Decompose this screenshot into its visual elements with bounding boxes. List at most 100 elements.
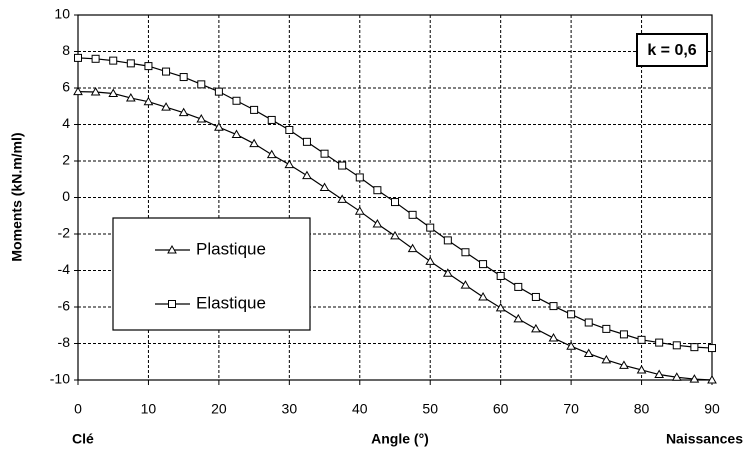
marker bbox=[143, 96, 154, 106]
marker bbox=[619, 360, 629, 369]
marker bbox=[214, 122, 224, 131]
marker bbox=[179, 73, 188, 82]
x-tick-label: 70 bbox=[563, 401, 579, 417]
marker bbox=[460, 280, 471, 289]
y-tick-label: 0 bbox=[62, 188, 70, 204]
legend-label: Plastique bbox=[196, 239, 266, 258]
marker bbox=[671, 372, 682, 381]
marker bbox=[672, 341, 681, 350]
marker bbox=[619, 330, 628, 339]
marker bbox=[442, 268, 453, 277]
marker bbox=[162, 67, 171, 76]
marker bbox=[513, 313, 524, 323]
marker bbox=[161, 102, 171, 111]
marker bbox=[425, 256, 436, 265]
marker bbox=[707, 374, 717, 384]
marker bbox=[249, 138, 259, 148]
marker bbox=[654, 369, 665, 379]
marker bbox=[109, 56, 118, 65]
x-tick-label: 20 bbox=[211, 401, 227, 417]
marker bbox=[302, 170, 312, 180]
x-tick-label: 60 bbox=[493, 401, 509, 417]
x-tick-label: 80 bbox=[634, 401, 650, 417]
marker bbox=[637, 335, 646, 344]
marker bbox=[583, 348, 594, 358]
plot-area bbox=[77, 14, 713, 381]
x-axis-left-label: Clé bbox=[72, 431, 94, 447]
marker bbox=[125, 93, 136, 102]
y-tick-label: 4 bbox=[62, 115, 70, 131]
marker bbox=[338, 161, 347, 170]
marker bbox=[232, 96, 241, 105]
marker bbox=[496, 271, 505, 280]
marker bbox=[178, 107, 189, 117]
legend bbox=[112, 217, 311, 331]
marker bbox=[267, 115, 276, 124]
legend-marker bbox=[167, 244, 177, 254]
marker bbox=[602, 324, 611, 333]
y-tick-label: -4 bbox=[58, 261, 71, 277]
marker bbox=[372, 218, 383, 228]
marker bbox=[690, 343, 699, 352]
y-tick-label: -10 bbox=[50, 371, 70, 387]
marker bbox=[284, 159, 295, 169]
marker bbox=[479, 260, 488, 269]
marker bbox=[495, 302, 506, 312]
x-tick-label: 40 bbox=[352, 401, 368, 417]
marker bbox=[250, 105, 259, 114]
marker bbox=[373, 186, 382, 195]
marker bbox=[407, 243, 418, 253]
x-tick-label: 50 bbox=[422, 401, 438, 417]
marker bbox=[655, 338, 664, 347]
marker bbox=[337, 194, 348, 203]
y-axis-label: Moments (kN.m/ml) bbox=[9, 132, 25, 261]
marker bbox=[566, 341, 576, 350]
marker bbox=[91, 54, 100, 63]
marker bbox=[390, 230, 400, 240]
y-tick-label: -8 bbox=[58, 334, 71, 350]
marker bbox=[567, 310, 576, 319]
y-tick-label: -6 bbox=[58, 298, 71, 314]
marker bbox=[689, 374, 700, 383]
y-tick-label: 10 bbox=[54, 6, 70, 22]
marker bbox=[708, 344, 716, 353]
annotation-box bbox=[636, 33, 708, 67]
marker bbox=[514, 282, 523, 291]
marker bbox=[531, 323, 541, 333]
y-tick-label: 2 bbox=[62, 152, 70, 168]
marker bbox=[355, 173, 364, 182]
marker bbox=[636, 364, 647, 374]
marker bbox=[144, 62, 153, 71]
marker bbox=[531, 292, 540, 301]
x-tick-label: 10 bbox=[141, 401, 157, 417]
marker bbox=[443, 236, 452, 245]
x-axis-right-label: Naissances bbox=[666, 431, 743, 447]
marker bbox=[354, 206, 365, 215]
marker bbox=[320, 149, 329, 158]
legend-label: Elastique bbox=[196, 293, 266, 312]
legend-marker bbox=[168, 300, 176, 308]
y-tick-label: -2 bbox=[58, 225, 71, 241]
marker bbox=[478, 291, 488, 301]
marker bbox=[549, 302, 558, 311]
marker bbox=[90, 87, 101, 96]
marker bbox=[196, 114, 207, 123]
marker bbox=[266, 149, 277, 159]
marker bbox=[285, 125, 294, 134]
marker bbox=[319, 182, 330, 191]
marker bbox=[601, 354, 612, 364]
marker bbox=[461, 248, 470, 257]
x-tick-label: 30 bbox=[282, 401, 298, 417]
marker bbox=[391, 198, 399, 207]
y-tick-label: 8 bbox=[62, 42, 70, 58]
marker bbox=[231, 129, 242, 139]
marker bbox=[548, 333, 559, 342]
annotation: k = 0,6 bbox=[647, 42, 696, 59]
marker bbox=[197, 80, 206, 89]
y-tick-label: 6 bbox=[62, 79, 70, 95]
marker bbox=[302, 137, 311, 146]
marker bbox=[108, 88, 119, 97]
marker bbox=[126, 59, 135, 68]
